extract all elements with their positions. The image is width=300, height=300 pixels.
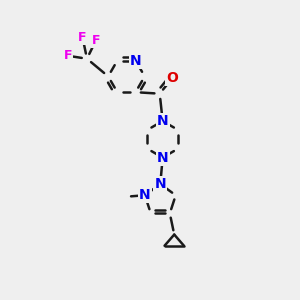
- Text: F: F: [64, 49, 72, 62]
- Text: N: N: [130, 54, 141, 68]
- Text: N: N: [157, 114, 169, 128]
- Text: N: N: [154, 177, 166, 191]
- Text: F: F: [92, 34, 100, 47]
- Text: N: N: [157, 151, 169, 165]
- Text: O: O: [166, 71, 178, 85]
- Text: N: N: [139, 188, 151, 202]
- Text: F: F: [78, 31, 87, 44]
